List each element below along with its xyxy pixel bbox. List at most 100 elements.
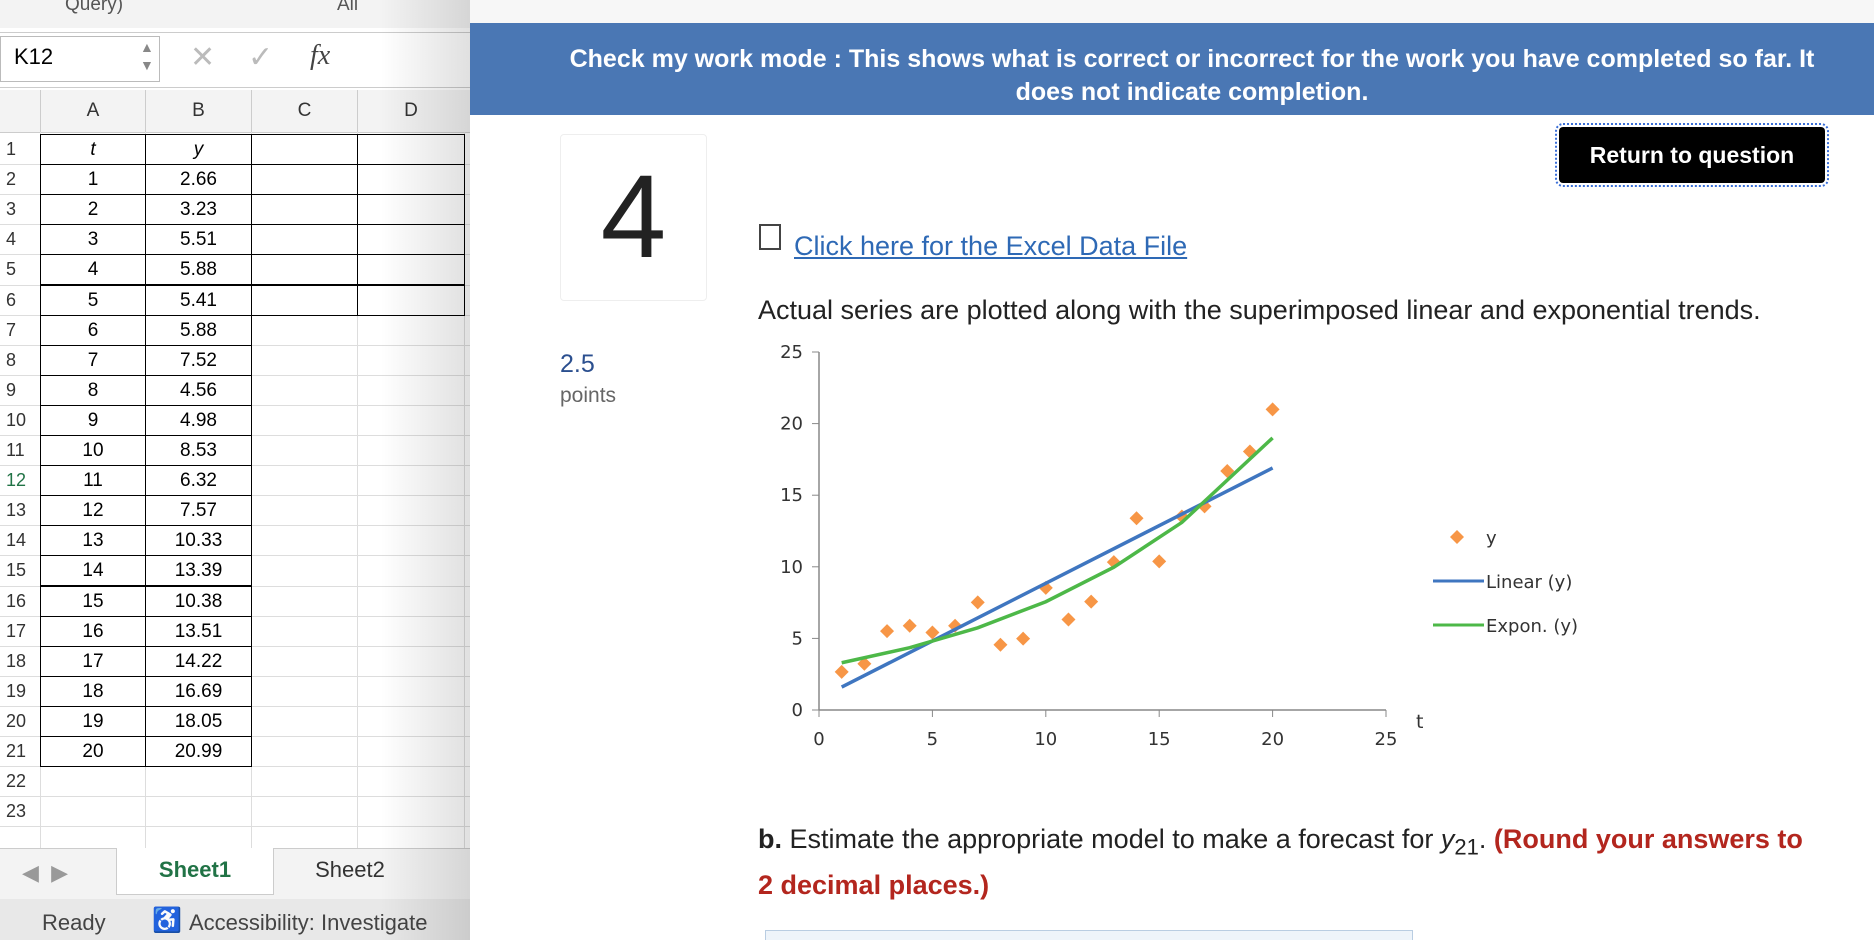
cell: 15 — [40, 585, 146, 617]
row-number: 1 — [6, 139, 17, 159]
data-point — [925, 625, 940, 640]
cell: 2 — [40, 194, 146, 226]
function-icon[interactable]: fx — [310, 40, 331, 71]
row-number: 13 — [6, 500, 27, 521]
sheet-tab[interactable]: Sheet1 — [116, 848, 274, 895]
cell-border — [251, 254, 358, 286]
column-header-row — [0, 90, 470, 133]
enter-icon[interactable]: ✓ — [248, 41, 274, 74]
accessibility-icon: ♿ — [152, 907, 182, 934]
cell: 5.88 — [145, 254, 252, 286]
cell: 10.33 — [145, 525, 252, 557]
cell: 1 — [40, 164, 146, 196]
data-point — [1174, 509, 1189, 524]
cell-border — [251, 194, 358, 226]
data-point — [1084, 594, 1099, 609]
cell: 16.69 — [145, 675, 252, 707]
spinner[interactable]: ▲ ▼ — [140, 39, 154, 73]
cell: 13.51 — [145, 615, 252, 647]
data-point — [1197, 499, 1212, 514]
sheet-tab[interactable]: Sheet2 — [315, 857, 385, 882]
ribbon-label: All — [337, 0, 359, 15]
points-value: 2.5 — [560, 350, 595, 378]
formula-bar — [0, 32, 470, 88]
cell: 10 — [40, 435, 146, 467]
part-sub: 21 — [1454, 834, 1479, 860]
legend-marker — [1450, 530, 1464, 544]
data-point — [993, 637, 1008, 652]
cell: 7 — [40, 344, 146, 376]
data-point — [1038, 580, 1053, 595]
cell: 4.56 — [145, 374, 252, 406]
x-tick-label: 25 — [1375, 729, 1398, 750]
y-tick-label: 0 — [792, 700, 803, 721]
data-point — [880, 624, 895, 639]
status-text: Ready — [42, 910, 106, 935]
cell: y — [145, 134, 252, 166]
check-mode-banner: Check my work mode : This shows what is … — [470, 23, 1874, 115]
cell: 4.98 — [145, 404, 252, 436]
y-tick-label: 10 — [780, 557, 803, 578]
cancel-icon[interactable]: ✕ — [190, 41, 216, 74]
y-tick-label: 5 — [792, 628, 803, 649]
row-number: 16 — [6, 590, 27, 611]
row-number: 10 — [6, 409, 27, 430]
cell: 12 — [40, 495, 146, 527]
x-tick-label: 15 — [1148, 729, 1171, 750]
file-icon — [759, 224, 781, 250]
row-number: 4 — [6, 229, 17, 250]
part-var: y — [1440, 824, 1455, 854]
name-box[interactable] — [0, 36, 160, 82]
row-number: 21 — [6, 741, 27, 761]
status-text[interactable]: Accessibility: Investigate — [189, 910, 428, 935]
answer-box — [765, 930, 1413, 940]
tab-nav[interactable]: ◀ ▶ — [22, 860, 69, 885]
data-point — [1106, 555, 1121, 570]
cell: 11 — [40, 465, 146, 497]
cell: 5 — [40, 284, 146, 316]
legend-label: y — [1486, 528, 1497, 549]
y-tick-label: 20 — [780, 414, 803, 435]
cell: 16 — [40, 615, 146, 647]
data-point — [857, 656, 872, 671]
name-box-text: K12 — [14, 44, 54, 69]
data-point — [1061, 612, 1076, 627]
part-text: Estimate the appropriate model to make a… — [789, 824, 1434, 854]
cell: 4 — [40, 254, 146, 286]
column-line — [464, 132, 465, 848]
cell-border — [357, 284, 465, 316]
cell: 9 — [40, 404, 146, 436]
data-point — [948, 618, 963, 633]
row-number: 19 — [6, 680, 27, 701]
trend-line — [841, 436, 1274, 665]
status-bar — [0, 899, 470, 940]
data-point — [834, 664, 849, 679]
x-axis-label: t — [1416, 711, 1423, 733]
instruction: (Round your answers to 2 decimal places.… — [758, 824, 1803, 901]
cell-border — [251, 224, 358, 256]
part-b: b. Estimate the appropriate model to mak… — [758, 820, 1818, 905]
excel-link[interactable]: Click here for the Excel Data File — [794, 231, 1188, 261]
trend-line — [840, 466, 1274, 689]
cell: 18.05 — [145, 705, 252, 737]
cell: 13.39 — [145, 555, 252, 587]
row-number: 11 — [6, 440, 25, 460]
cell: 6 — [40, 314, 146, 346]
x-tick-label: 10 — [1034, 729, 1057, 750]
legend-label: Linear (y) — [1486, 572, 1572, 593]
ribbon-label: Query) — [65, 0, 124, 15]
row-line — [0, 796, 470, 798]
data-point — [1265, 402, 1280, 417]
cell: 3 — [40, 224, 146, 256]
cell: 8 — [40, 374, 146, 406]
data-point — [1220, 463, 1235, 478]
cell-border — [251, 134, 358, 166]
data-point — [902, 618, 917, 633]
top-strip — [470, 0, 1874, 23]
cell: 20.99 — [145, 736, 252, 768]
cell: 10.38 — [145, 585, 252, 617]
points-label: points — [560, 384, 617, 407]
cell: 6.32 — [145, 465, 252, 497]
panel-shadow — [380, 0, 470, 940]
return-button[interactable]: Return to question — [1555, 123, 1829, 187]
